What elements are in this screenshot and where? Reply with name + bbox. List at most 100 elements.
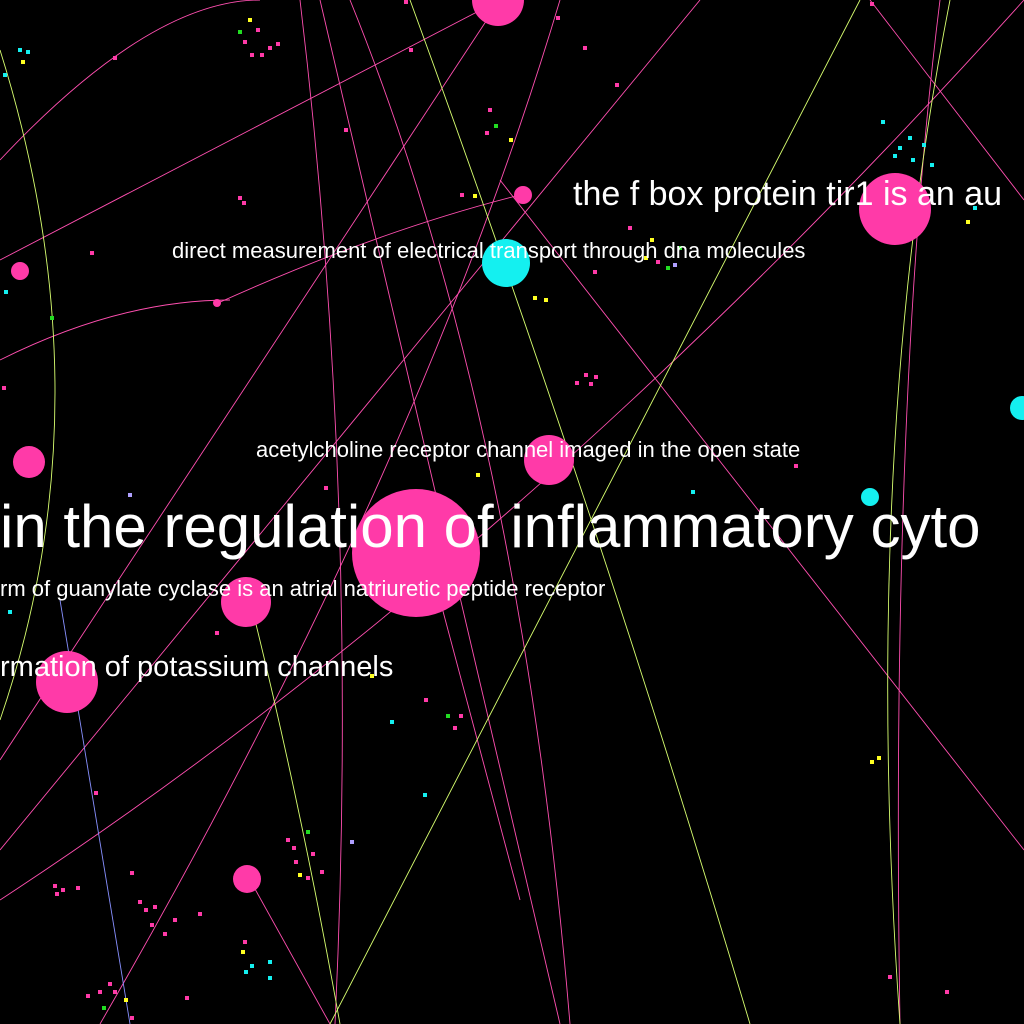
small-node [344, 128, 348, 132]
small-node [893, 154, 897, 158]
edge-line [897, 0, 941, 1024]
small-node [268, 976, 272, 980]
small-node [215, 631, 219, 635]
small-node [61, 888, 65, 892]
small-node [644, 256, 648, 260]
small-node [294, 860, 298, 864]
small-node [870, 760, 874, 764]
small-node [50, 316, 54, 320]
small-node [185, 996, 189, 1000]
small-node [390, 720, 394, 724]
small-node [473, 194, 477, 198]
small-node [94, 791, 98, 795]
small-node [794, 464, 798, 468]
node-circle[interactable] [11, 262, 29, 280]
small-node [898, 146, 902, 150]
node-circle[interactable] [514, 186, 532, 204]
small-node [55, 892, 59, 896]
edge-line [439, 599, 521, 901]
node-circle[interactable] [352, 489, 480, 617]
small-node [76, 886, 80, 890]
edge-line [0, 49, 56, 721]
small-node [628, 226, 632, 230]
edge-line [99, 0, 561, 1024]
small-node [2, 386, 6, 390]
edge-line [349, 0, 571, 1024]
small-node [656, 260, 660, 264]
edge-line [0, 0, 261, 161]
small-node [128, 493, 132, 497]
small-node [446, 714, 450, 718]
small-node [108, 982, 112, 986]
edge-line [0, 0, 501, 261]
small-node [911, 158, 915, 162]
small-node [244, 970, 248, 974]
small-node [102, 1006, 106, 1010]
small-node [53, 884, 57, 888]
node-circle[interactable] [859, 173, 931, 245]
small-node [163, 932, 167, 936]
small-node [650, 238, 654, 242]
small-node [593, 270, 597, 274]
small-node [298, 873, 302, 877]
small-node [594, 375, 598, 379]
node-label-guanylate-cyclase[interactable]: rm of guanylate cyclase is an atrial nat… [0, 576, 606, 601]
small-node [424, 698, 428, 702]
node-circle[interactable] [524, 435, 574, 485]
node-circle[interactable] [1010, 396, 1024, 420]
node-label-tir1[interactable]: the f box protein tir1 is an au [573, 175, 1003, 213]
edge-line [249, 879, 331, 1024]
node-label-inflammatory-cytokines[interactable]: in the regulation of inflammatory cyto [0, 493, 981, 560]
node-circle[interactable] [36, 651, 98, 713]
small-node [583, 46, 587, 50]
node-circle[interactable] [221, 577, 271, 627]
small-node [423, 793, 427, 797]
node-circle[interactable] [861, 488, 879, 506]
small-node [350, 840, 354, 844]
node-label-acetylcholine[interactable]: acetylcholine receptor channel imaged in… [256, 437, 801, 462]
small-node [260, 53, 264, 57]
small-node [888, 975, 892, 979]
node-circle[interactable] [482, 239, 530, 287]
small-node [153, 905, 157, 909]
small-node [584, 373, 588, 377]
edge-line [0, 299, 231, 361]
node-circle[interactable] [13, 446, 45, 478]
small-node [922, 143, 926, 147]
small-node [409, 48, 413, 52]
small-node [26, 50, 30, 54]
small-node [248, 18, 252, 22]
small-node [4, 290, 8, 294]
small-node [453, 726, 457, 730]
small-node [404, 0, 408, 4]
small-node [556, 16, 560, 20]
small-node [238, 196, 242, 200]
edge-line [887, 0, 951, 1024]
node-label-dna-transport[interactable]: direct measurement of electrical transpo… [172, 238, 806, 263]
small-node [870, 2, 874, 6]
edge-line [249, 599, 341, 1024]
small-node [311, 852, 315, 856]
small-node [130, 871, 134, 875]
edge-line [299, 0, 343, 1024]
small-node [666, 266, 670, 270]
small-node [18, 48, 22, 52]
small-node [459, 714, 463, 718]
small-node [320, 870, 324, 874]
small-node [678, 246, 682, 250]
node-circle[interactable] [233, 865, 261, 893]
node-label-potassium-channels[interactable]: rmation of potassium channels [0, 651, 394, 683]
small-node [276, 42, 280, 46]
edge-line [0, 0, 501, 761]
small-node [8, 610, 12, 614]
small-node [370, 674, 374, 678]
edge-line [0, 0, 701, 851]
node-circle[interactable] [472, 0, 524, 26]
node-circle[interactable] [213, 299, 221, 307]
small-node [198, 912, 202, 916]
small-node [90, 251, 94, 255]
small-node [256, 28, 260, 32]
small-node [250, 53, 254, 57]
small-node [268, 960, 272, 964]
small-node [306, 830, 310, 834]
